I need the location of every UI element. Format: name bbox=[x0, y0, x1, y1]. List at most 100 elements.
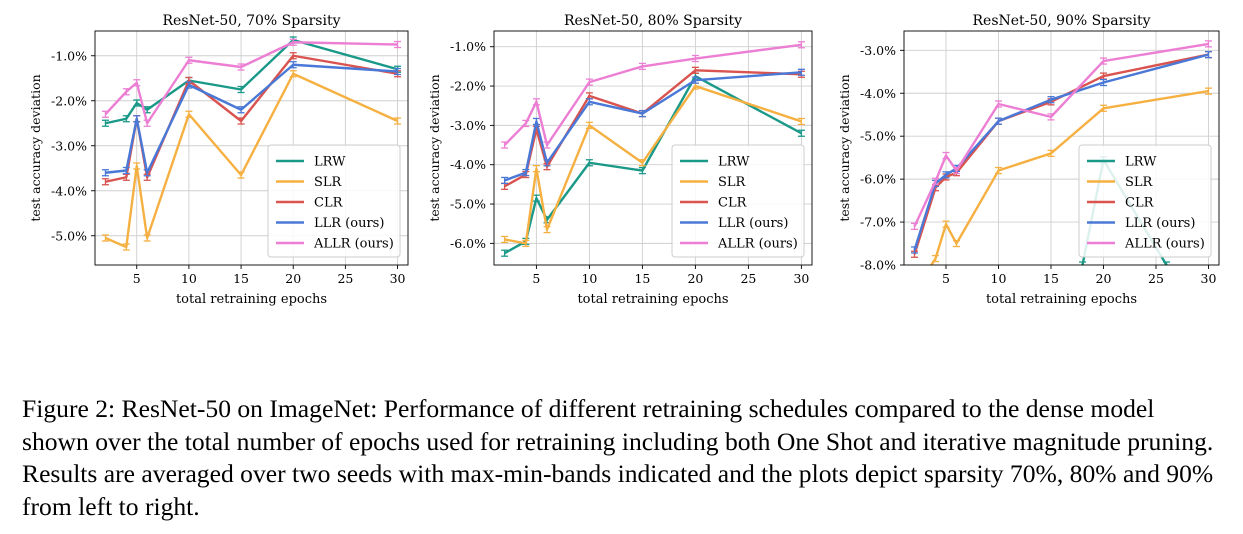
data-point bbox=[797, 117, 805, 126]
y-tick-label: -1.0% bbox=[51, 48, 87, 63]
data-point bbox=[133, 115, 141, 123]
legend-label: LRW bbox=[1125, 155, 1157, 170]
axes-frame bbox=[903, 30, 1220, 266]
x-tick-label: 25 bbox=[337, 271, 353, 286]
data-point bbox=[532, 164, 540, 173]
legend-label: ALLR (ours) bbox=[717, 237, 798, 252]
x-tick-label: 15 bbox=[233, 271, 249, 286]
series-line-llr bbox=[913, 53, 1209, 251]
legend-label: LRW bbox=[718, 155, 750, 170]
data-point bbox=[1047, 96, 1055, 104]
data-point bbox=[522, 168, 530, 177]
data-point bbox=[1205, 40, 1212, 48]
data-point bbox=[289, 61, 297, 69]
data-point bbox=[133, 79, 141, 87]
data-point bbox=[185, 110, 193, 118]
y-tick-label: -4.0% bbox=[51, 183, 87, 198]
series-line-slr bbox=[104, 72, 399, 249]
data-point bbox=[143, 169, 151, 177]
y-tick-label: -6.0% bbox=[860, 172, 896, 187]
data-point bbox=[122, 88, 130, 96]
y-tick-label: -3.0% bbox=[51, 138, 87, 153]
data-point bbox=[1047, 113, 1055, 121]
data-point bbox=[133, 99, 141, 107]
legend: LRW SLR CLR LLR (ours) ALLR (ours) bbox=[267, 144, 401, 258]
data-point bbox=[532, 98, 540, 106]
data-point bbox=[942, 171, 950, 179]
data-point bbox=[532, 117, 540, 126]
x-tick-label: 25 bbox=[1148, 271, 1164, 286]
data-point bbox=[185, 81, 193, 89]
x-tick-label: 15 bbox=[634, 271, 650, 286]
data-point bbox=[995, 100, 1002, 108]
data-point bbox=[101, 169, 109, 177]
y-tick-label: -4.0% bbox=[860, 86, 896, 101]
series-line-slr bbox=[929, 89, 1209, 265]
data-point bbox=[911, 246, 918, 254]
x-tick-label: 5 bbox=[532, 271, 540, 286]
legend-label: SLR bbox=[1125, 175, 1154, 190]
data-point bbox=[995, 166, 1002, 175]
data-point bbox=[953, 239, 960, 248]
data-point bbox=[185, 56, 193, 64]
series-line-allr bbox=[913, 42, 1209, 227]
data-point bbox=[911, 288, 918, 294]
y-tick-label: -2.0% bbox=[450, 79, 486, 94]
axes-frame bbox=[94, 30, 409, 266]
chart-2: 5 10 15 20 25 30 -1.0% -2.0% -3.0% -4.0% -5.0% -6.0… bbox=[427, 13, 813, 307]
data-point bbox=[101, 110, 109, 118]
data-point bbox=[543, 159, 551, 167]
data-point bbox=[289, 70, 297, 78]
data-point bbox=[122, 243, 130, 251]
y-tick-label: -5.0% bbox=[51, 228, 87, 243]
series-line-llr bbox=[105, 63, 398, 174]
x-axis-label: total retraining epochs bbox=[176, 292, 327, 307]
legend-label: CLR bbox=[718, 196, 748, 211]
legend-label: LRW bbox=[314, 155, 346, 170]
data-point bbox=[501, 235, 509, 244]
legend-label: CLR bbox=[1125, 196, 1155, 211]
data-point bbox=[638, 166, 646, 175]
legend: LRW SLR CLR LLR (ours) ALLR (ours) bbox=[1078, 144, 1212, 258]
data-point bbox=[942, 220, 950, 228]
data-point bbox=[585, 121, 593, 130]
y-tick-label: -8.0% bbox=[860, 258, 896, 273]
y-axis-label: test accuracy deviation bbox=[28, 74, 43, 221]
legend-label: ALLR (ours) bbox=[1124, 237, 1205, 252]
y-tick-label: -5.0% bbox=[860, 129, 896, 144]
legend-box bbox=[671, 144, 805, 258]
data-point bbox=[691, 66, 699, 74]
data-point bbox=[122, 166, 130, 175]
y-tick-label: -5.0% bbox=[450, 197, 486, 212]
data-point bbox=[1205, 87, 1212, 95]
axes-frame bbox=[493, 30, 813, 266]
series-line-llr bbox=[504, 71, 802, 182]
data-point bbox=[101, 178, 109, 186]
data-point bbox=[143, 234, 151, 242]
data-point bbox=[932, 177, 939, 185]
legend-label: CLR bbox=[314, 196, 344, 211]
data-point bbox=[543, 225, 551, 234]
legend-label: ALLR (ours) bbox=[313, 237, 394, 252]
x-tick-label: 30 bbox=[793, 271, 809, 286]
chart-3: 5 10 15 20 25 30 -3.0% -4.0% -5.0% -6.0% -7.0% -8.0… bbox=[837, 13, 1220, 307]
legend-box bbox=[267, 144, 401, 258]
legend-label: LLR (ours) bbox=[718, 216, 788, 231]
series-group bbox=[501, 41, 805, 257]
chart-title: ResNet-50, 70% Sparsity bbox=[163, 13, 341, 29]
data-point bbox=[543, 141, 551, 149]
series-group bbox=[101, 36, 402, 251]
legend: LRW SLR CLR LLR (ours) ALLR (ours) bbox=[671, 144, 805, 258]
data-point bbox=[1100, 104, 1107, 112]
data-point bbox=[237, 85, 245, 94]
data-point bbox=[289, 38, 297, 46]
x-tick-label: 20 bbox=[687, 271, 703, 286]
data-point bbox=[585, 98, 593, 106]
data-point bbox=[501, 176, 509, 185]
y-tick-label: -6.0% bbox=[450, 236, 486, 251]
data-point bbox=[522, 119, 530, 128]
y-tick-label: -3.0% bbox=[450, 118, 486, 133]
data-point bbox=[237, 171, 245, 179]
data-point bbox=[942, 151, 950, 160]
data-point bbox=[797, 68, 805, 76]
